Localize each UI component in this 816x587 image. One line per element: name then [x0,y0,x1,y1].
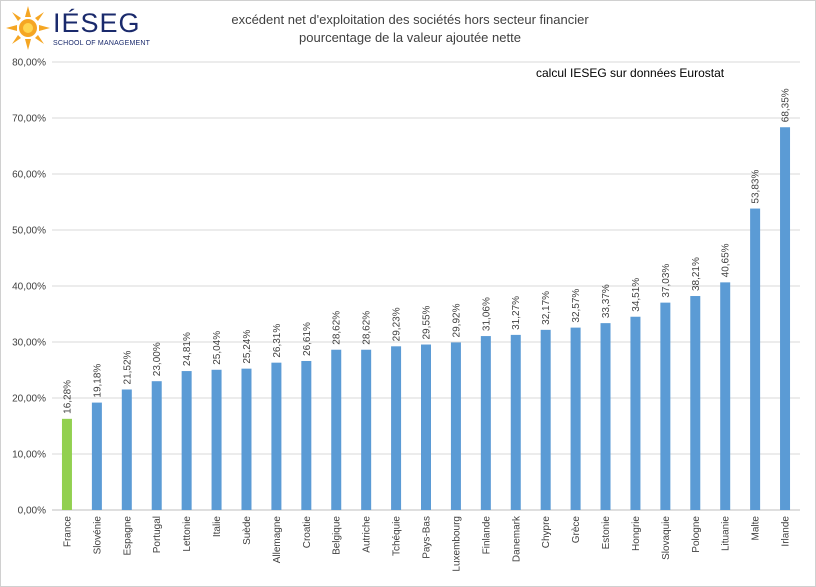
data-label: 53,83% [751,170,762,204]
x-tick-label: Belgique [332,516,343,555]
x-tick-label: Autriche [362,516,373,553]
bar-autriche [361,349,372,510]
data-label: 40,65% [721,243,732,277]
chart-title: excédent net d'exploitation des sociétés… [231,12,589,27]
data-label: 25,24% [242,330,253,364]
x-tick-label: Croatie [302,516,313,549]
bar-espagne [121,389,132,510]
bar-belgique [331,349,342,510]
data-label: 29,92% [451,303,462,337]
logo-subtitle: SCHOOL OF MANAGEMENT [53,40,151,47]
y-tick-label: 80,00% [12,58,46,69]
bar-france [61,418,72,510]
data-label: 26,61% [302,322,313,356]
y-axis: 0,00% 10,00% 20,00% 30,00% 40,00% 50,00% 60,00… [12,58,46,517]
x-tick-label: Lituanie [721,516,732,551]
x-tick-label: Tchéquie [392,516,403,556]
y-tick-label: 40,00% [12,282,46,293]
data-label: 28,62% [362,311,373,345]
data-label: 16,28% [62,380,73,414]
x-tick-label: Slovénie [92,516,103,555]
bar-irlande [780,127,791,511]
bar-croatie [301,360,312,510]
data-label: 28,62% [332,311,343,345]
data-label: 26,31% [272,324,283,358]
data-label: 32,17% [541,291,552,325]
data-label: 31,06% [481,297,492,331]
bar-lettonie [181,371,192,510]
data-label: 34,51% [631,278,642,312]
data-label: 21,52% [122,350,133,384]
data-label: 31,27% [511,296,522,330]
x-tick-label: France [62,516,73,548]
x-tick-label: Finlande [481,516,492,555]
bar-hongrie [630,316,641,510]
y-tick-label: 70,00% [12,114,46,125]
bar-pologne [690,296,701,510]
data-label: 23,00% [152,342,163,376]
x-tick-label: Pays-Bas [422,516,433,559]
bar-danemark [510,334,521,510]
data-label: 68,35% [781,88,792,122]
logo-wordmark: IÉSEG [53,8,141,38]
bar-italie [211,369,222,510]
y-tick-label: 50,00% [12,226,46,237]
bar-slovaquie [660,302,671,510]
bar-pays-bas [421,344,431,510]
x-tick-label: Malte [751,516,762,541]
bar-luxembourg [450,342,461,510]
bar-tchéquie [391,346,402,510]
y-tick-label: 20,00% [12,394,46,405]
x-axis: France Slovénie Espagne Portugal Lettonie Ita… [62,515,791,572]
x-tick-label: Luxembourg [451,516,462,572]
ieseg-logo: IÉSEG SCHOOL OF MANAGEMENT [6,6,150,50]
x-tick-label: Grèce [571,516,582,544]
x-tick-label: Espagne [122,516,133,556]
x-tick-label: Chypre [541,516,552,549]
source-annotation: calcul IESEG sur données Eurostat [536,66,725,80]
x-tick-label: Danemark [511,515,522,562]
data-label: 37,03% [661,264,672,298]
bar-allemagne [271,362,282,510]
data-label: 38,21% [691,257,702,291]
bar-portugal [151,381,162,510]
chart-subtitle: pourcentage de la valeur ajoutée nette [299,30,521,45]
data-label: 33,37% [601,284,612,318]
x-tick-label: Estonie [601,516,612,550]
x-tick-label: Suède [242,516,253,545]
y-tick-label: 0,00% [18,506,46,517]
data-label: 25,04% [212,331,223,365]
x-tick-label: Slovaquie [661,516,672,560]
sun-logo-icon [6,6,50,50]
data-labels: 16,28% 19,18% 21,52% 23,00% 24,81% 25,04% 25,2… [62,88,791,414]
bar-slovénie [91,402,102,510]
data-label: 29,55% [422,305,433,339]
x-tick-label: Hongrie [631,516,642,551]
bar-malte [750,208,761,510]
x-tick-label: Italie [212,516,223,538]
bar-chypre [540,329,551,510]
bar-estonie [600,323,611,510]
data-label: 24,81% [182,332,193,366]
x-tick-label: Allemagne [272,516,283,564]
x-tick-label: Lettonie [182,516,193,552]
bars [61,127,791,511]
x-tick-label: Irlande [781,516,792,547]
y-tick-label: 60,00% [12,170,46,181]
data-label: 32,57% [571,289,582,323]
y-tick-label: 10,00% [12,450,46,461]
x-tick-label: Portugal [152,516,163,553]
data-label: 19,18% [92,364,103,398]
y-tick-label: 30,00% [12,338,46,349]
x-tick-label: Pologne [691,516,702,553]
data-label: 29,23% [392,307,403,341]
bar-grèce [570,327,581,510]
bar-finlande [480,336,491,510]
bar-lituanie [720,282,731,510]
bar-suède [241,368,252,510]
